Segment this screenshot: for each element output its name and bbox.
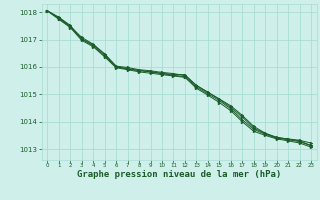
X-axis label: Graphe pression niveau de la mer (hPa): Graphe pression niveau de la mer (hPa) xyxy=(77,170,281,179)
